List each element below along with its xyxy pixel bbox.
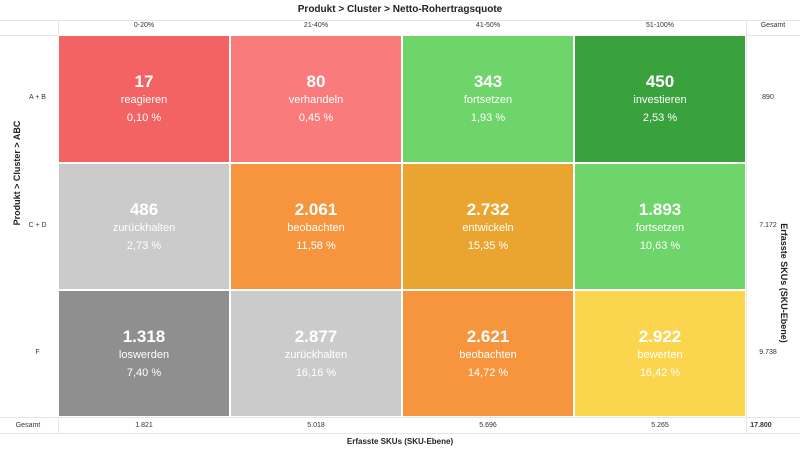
heatmap-cell[interactable]: 1.318 loswerden 7,40 % [58,290,230,417]
cell-action: fortsetzen [635,221,685,234]
column-total: 5.696 [479,422,497,429]
grid-line-horizontal [0,20,800,21]
cell-count: 1.318 [122,326,166,346]
cell-percentage: 0,45 % [298,112,334,124]
x-axis-title: Erfasste SKUs (SKU-Ebene) [346,437,454,446]
cell-action: fortsetzen [463,94,513,106]
cell-action: verhandeln [288,94,344,106]
heatmap-cell[interactable]: 343 fortsetzen 1,93 % [402,35,574,163]
cell-count: 2.922 [638,326,682,346]
cell-action: bewerten [637,348,683,361]
heatmap-cell[interactable]: 2.621 beobachten 14,72 % [402,290,574,417]
row-total: 890 [762,94,774,101]
cell-percentage: 0,10 % [126,112,162,124]
column-header: 0-20% [133,22,155,29]
cell-count: 450 [645,72,675,91]
grid-line-horizontal [0,417,800,418]
cell-percentage: 2,53 % [642,112,678,124]
cell-percentage: 7,40 % [126,366,162,379]
heatmap-cell[interactable]: 450 investieren 2,53 % [574,35,746,163]
cell-action: loswerden [118,348,170,361]
cell-count: 2.877 [294,326,338,346]
cell-count: 17 [134,72,154,91]
row-total: 9.738 [759,348,777,356]
grid-line-horizontal [0,433,800,434]
cell-percentage: 2,73 % [126,239,162,252]
cell-action: reagieren [120,94,168,106]
cell-percentage: 1,93 % [470,112,506,124]
column-total: 5.265 [651,422,669,429]
cell-percentage: 16,42 % [639,366,681,379]
cell-percentage: 10,63 % [639,239,681,252]
column-total: 5.018 [307,422,325,429]
column-header: 51-100% [645,22,675,29]
column-header: 21-40% [303,22,329,29]
cell-percentage: 14,72 % [467,366,509,379]
cell-percentage: 16,16 % [295,366,337,379]
row-header: A + B [29,94,46,101]
grid-line-vertical [746,20,747,433]
cell-action: zurückhalten [112,221,176,234]
cell-count: 1.893 [638,199,682,219]
cell-count: 486 [129,199,159,219]
row-header: F [35,348,40,356]
cell-count: 2.061 [294,199,338,219]
cell-count: 80 [306,72,326,91]
total-row-header: Gesamt [15,422,41,429]
cell-action: entwickeln [462,221,514,234]
cell-action: beobachten [287,221,345,234]
cell-percentage: 11,58 % [296,239,336,252]
total-column-header: Gesamt [760,22,786,29]
cell-action: investieren [633,94,687,106]
column-header: 41-50% [475,22,501,29]
cell-action: beobachten [459,348,517,361]
cell-count: 2.732 [466,199,510,219]
heatmap-cell[interactable]: 80 verhandeln 0,45 % [230,35,402,163]
cell-count: 2.621 [466,326,510,346]
heatmap-cell[interactable]: 2.061 beobachten 11,58 % [230,163,402,290]
row-header: C + D [28,221,47,229]
heatmap-cell[interactable]: 486 zurückhalten 2,73 % [58,163,230,290]
heatmap-cell[interactable]: 2.732 entwickeln 15,35 % [402,163,574,290]
heatmap-cell[interactable]: 2.922 bewerten 16,42 % [574,290,746,417]
heatmap-cell[interactable]: 1.893 fortsetzen 10,63 % [574,163,746,290]
row-total: 7.172 [759,221,777,229]
cell-action: zurückhalten [284,348,348,361]
heatmap-cell[interactable]: 2.877 zurückhalten 16,16 % [230,290,402,417]
grand-total: 17.800 [750,422,772,429]
column-total: 1.821 [135,422,153,429]
cell-percentage: 15,35 % [467,239,509,252]
chart-title: Produkt > Cluster > Netto-Rohertragsquot… [297,4,503,15]
cell-count: 343 [473,72,503,91]
heatmap-cell[interactable]: 17 reagieren 0,10 % [58,35,230,163]
